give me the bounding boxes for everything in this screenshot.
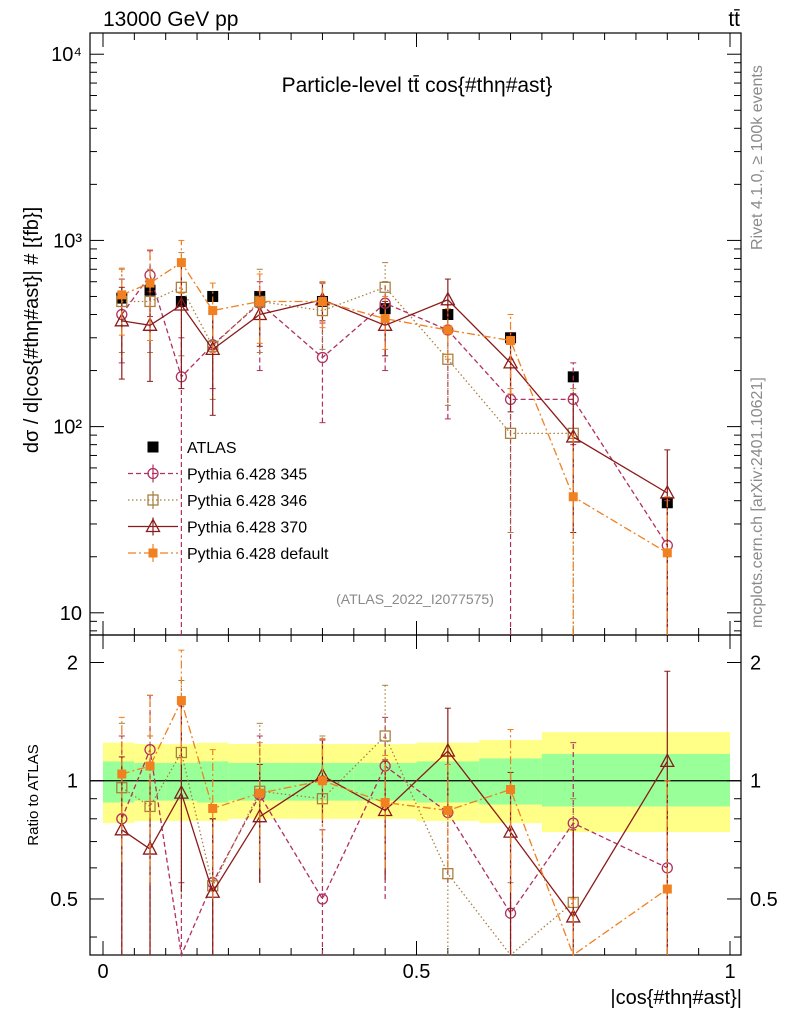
tick-labels: 10 10² 10³ 10⁴ 0 0.5 1 0.5 0.5 1 1 2 2: [50, 44, 778, 983]
x-tick-label: 1: [724, 961, 735, 983]
band-green-0: [103, 761, 135, 803]
ratio-series-3-point: [117, 769, 127, 779]
series-3-point: [659, 484, 675, 499]
legend-marker-0: [147, 441, 159, 453]
y-tick-label: 10⁴: [51, 44, 82, 66]
chart-title: Particle-level tt̄ cos{#thη#ast}: [282, 74, 553, 97]
ratio-series-3-point: [443, 805, 453, 815]
series-3-point: [114, 312, 130, 327]
main-ylabel: dσ / d|cos{#thη#ast}| # [{fb}]: [21, 207, 43, 453]
series-4-point: [176, 258, 186, 268]
series-4-point: [317, 296, 327, 306]
ratio-series-3-point: [255, 788, 265, 798]
series-4-point: [145, 278, 155, 288]
energy-label: 13000 GeV pp: [103, 8, 238, 31]
series-3-point: [142, 316, 158, 331]
analysis-label: (ATLAS_2022_I2077575): [336, 591, 494, 607]
legend-marker-4: [148, 548, 158, 558]
y-tick-label: 10³: [53, 230, 82, 252]
x-tick-label: 0.5: [403, 961, 431, 983]
series-3-point: [502, 354, 519, 369]
y-tick-label: 10: [60, 603, 82, 625]
ratio-ylabel: Ratio to ATLAS: [25, 744, 42, 845]
series-3-point: [205, 340, 221, 355]
ratio-series-1-point: [442, 868, 454, 880]
legend: ATLAS Pythia 6.428 345 Pythia 6.428 346 Pyt…: [128, 440, 329, 563]
series-1-point: [316, 351, 329, 364]
ratio-series-0-line: [121, 747, 668, 958]
x-axis-title: |cos{#thη#ast}|: [610, 987, 742, 1009]
ratio-series-1-line: [121, 734, 574, 956]
ratio-series-2-point: [440, 742, 456, 757]
series-4-point: [443, 325, 453, 335]
ratio-series-1-point: [379, 730, 391, 742]
series-4-point: [568, 492, 578, 502]
ratio-series-3-point: [145, 761, 155, 771]
ratio-series-3-point: [662, 884, 672, 894]
x-tick-label: 0: [97, 961, 108, 983]
ratio-tick-label-left: 1: [67, 771, 78, 793]
series-4-point: [506, 336, 516, 346]
main-frame: [89, 32, 742, 636]
ratio-tick-label-right: 0.5: [750, 889, 778, 911]
series-2-line: [121, 286, 574, 435]
ratio-series-2-point: [659, 753, 675, 768]
series-4-point: [662, 548, 672, 558]
ratio-series-layer: [114, 649, 675, 958]
process-label: tt̄: [728, 8, 740, 31]
legend-marker-1: [147, 467, 159, 480]
ratio-tick-label-right: 1: [750, 771, 761, 793]
rivet-label: Rivet 4.1.0, ≥ 100k events: [749, 65, 766, 250]
series-3-line: [121, 298, 668, 494]
legend-marker-3: [145, 518, 161, 533]
ratio-series-3-point: [380, 798, 390, 808]
ratio-series-2-point: [252, 808, 268, 823]
series-2-point: [379, 281, 391, 293]
legend-label-3: Pythia 6.428 370: [187, 520, 307, 537]
series-4-point: [380, 314, 390, 324]
series-3-point: [440, 291, 456, 306]
ratio-series-3-point: [176, 696, 186, 706]
series-0-point: [207, 290, 219, 302]
series-3-point: [173, 296, 189, 311]
series-4-point: [255, 296, 265, 306]
legend-label-2: Pythia 6.428 346: [187, 493, 307, 510]
ratio-series-3-point: [506, 784, 516, 794]
series-4-point: [208, 306, 218, 316]
ratio-series-3-point: [317, 776, 327, 786]
ratio-series-3-point: [208, 803, 218, 813]
y-tick-label: 10²: [53, 417, 82, 439]
ratio-series-2-point: [173, 784, 189, 799]
legend-marker-2: [147, 494, 159, 506]
ratio-tick-label-left: 0.5: [50, 889, 78, 911]
ratio-tick-label-left: 2: [67, 653, 78, 675]
legend-label-4: Pythia 6.428 default: [187, 546, 329, 563]
series-4-point: [117, 290, 127, 300]
ratio-frame: [89, 634, 742, 956]
ratio-tick-label-right: 2: [750, 653, 761, 675]
ratio-series-0-point: [316, 893, 329, 905]
legend-label-1: Pythia 6.428 345: [187, 467, 307, 484]
mcplots-label: mcplots.cern.ch [arXiv:2401.10621]: [749, 377, 766, 628]
legend-label-0: ATLAS: [187, 440, 237, 457]
series-layer: [114, 239, 675, 635]
series-2-point: [504, 427, 517, 440]
